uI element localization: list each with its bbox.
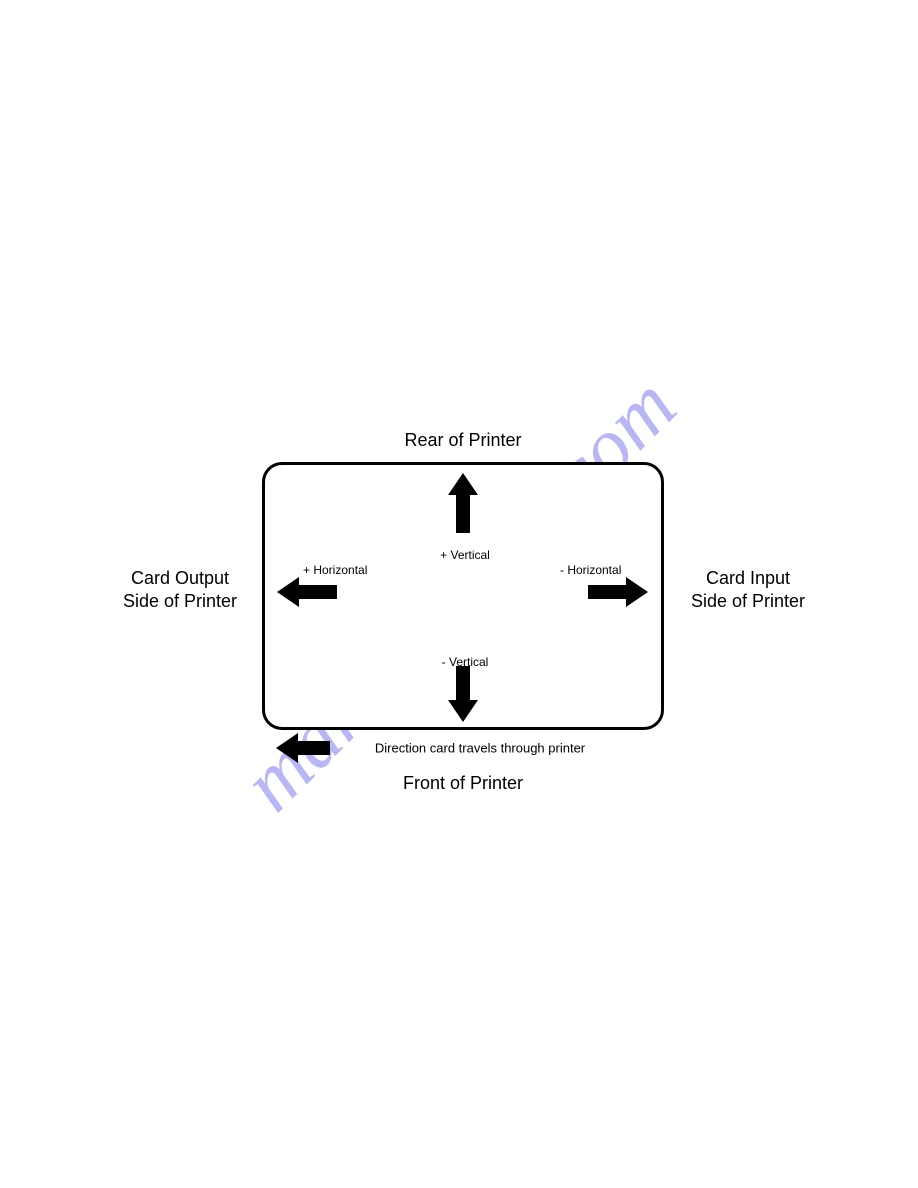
label-plus-vertical: + Vertical xyxy=(440,548,490,562)
arrow-left-icon xyxy=(277,577,337,607)
label-card-output-line1: Card Output xyxy=(131,567,229,590)
label-card-input-line2: Side of Printer xyxy=(691,590,805,613)
label-plus-horizontal: + Horizontal xyxy=(303,563,367,577)
arrow-direction-icon xyxy=(276,733,330,763)
label-rear: Rear of Printer xyxy=(404,429,521,452)
label-front: Front of Printer xyxy=(403,772,523,795)
label-card-output-line2: Side of Printer xyxy=(123,590,237,613)
arrow-down-icon xyxy=(448,666,478,722)
label-minus-horizontal: - Horizontal xyxy=(560,563,621,577)
arrow-up-icon xyxy=(448,473,478,533)
diagram-page: manualshive.com Rear of Printer Front of… xyxy=(0,0,918,1188)
label-direction-caption: Direction card travels through printer xyxy=(375,741,585,756)
arrow-right-icon xyxy=(588,577,648,607)
label-card-input-line1: Card Input xyxy=(706,567,790,590)
